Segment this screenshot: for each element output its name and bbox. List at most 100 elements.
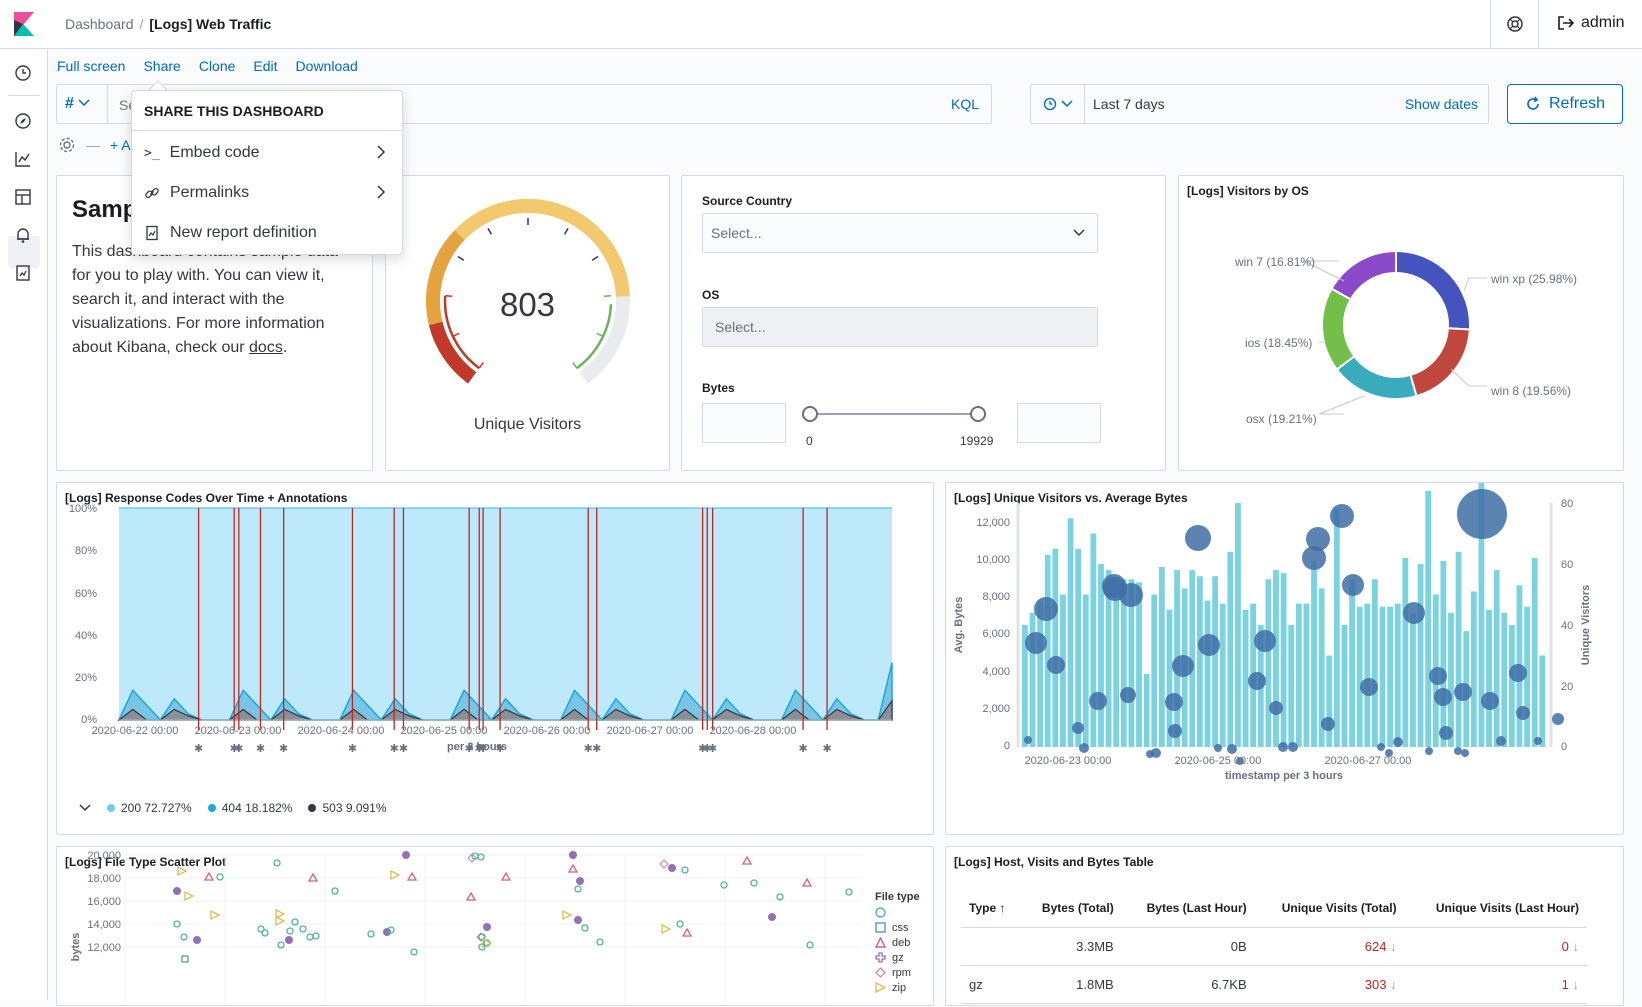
legend-item-200[interactable]: 200 72.727% xyxy=(107,801,192,815)
refresh-button[interactable]: Refresh xyxy=(1507,84,1623,124)
scatter-point xyxy=(582,925,588,931)
bar xyxy=(1068,518,1074,747)
y-left-tick: 0 xyxy=(1004,740,1010,752)
unique-total-value: 303 xyxy=(1365,977,1387,992)
pie-label-win7: win 7 (16.81%) xyxy=(1235,255,1315,269)
scatter-point xyxy=(1429,667,1447,685)
donut-slice xyxy=(1337,356,1417,399)
scatter-point xyxy=(276,910,284,918)
legend-item-zip[interactable]: zip xyxy=(875,980,920,995)
y-right-tick: 0 xyxy=(1561,741,1567,753)
logout-icon xyxy=(1557,15,1575,31)
gauge-label: Unique Visitors xyxy=(386,416,669,434)
scatter-point xyxy=(669,865,676,872)
hash-icon: # xyxy=(65,95,74,112)
col-unique-total[interactable]: Unique Visits (Total) xyxy=(1255,889,1405,928)
source-country-select[interactable]: Select... xyxy=(702,213,1098,253)
bar xyxy=(1372,579,1378,747)
bytes-min-input[interactable] xyxy=(702,403,786,443)
legend-collapse-icon[interactable] xyxy=(79,803,91,813)
docs-link[interactable]: docs xyxy=(249,339,283,356)
filter-divider: — xyxy=(86,137,100,153)
scatter-point xyxy=(1454,683,1472,701)
dashboard-icon[interactable] xyxy=(13,187,33,207)
col-bytes-last-hour[interactable]: Bytes (Last Hour) xyxy=(1122,889,1255,928)
menu-item-new-report[interactable]: New report definition xyxy=(132,213,402,253)
scatter-point xyxy=(1321,717,1335,731)
os-select[interactable]: Select... xyxy=(702,307,1098,347)
date-range-text[interactable]: Last 7 days xyxy=(1093,96,1165,112)
arrow-down-icon: ↓ xyxy=(1390,939,1397,954)
bytes-max-thumb[interactable] xyxy=(970,406,986,422)
edit-link[interactable]: Edit xyxy=(253,58,277,74)
recent-clock-icon[interactable] xyxy=(13,63,33,83)
pie-label-osx: osx (19.21%) xyxy=(1246,412,1317,426)
menu-item-label: Permalinks xyxy=(170,184,249,202)
cell-bytes-total: 3.3MB xyxy=(1021,928,1122,966)
legend-item-css[interactable]: css xyxy=(875,920,920,935)
visualize-chart-icon[interactable] xyxy=(13,149,33,169)
bytes-max-input[interactable] xyxy=(1017,403,1101,443)
donut-leader-line xyxy=(1451,369,1487,386)
bar xyxy=(1136,582,1142,747)
show-dates-link[interactable]: Show dates xyxy=(1405,96,1478,112)
download-link[interactable]: Download xyxy=(296,58,358,74)
col-unique-last-hour[interactable]: Unique Visits (Last Hour) xyxy=(1405,889,1587,928)
annotation-marker: ✱ xyxy=(256,743,265,755)
scatter-point xyxy=(1227,744,1237,754)
link-icon xyxy=(144,185,160,201)
console-icon: >_ xyxy=(144,146,160,161)
query-language-switcher[interactable]: # xyxy=(65,95,90,113)
col-bytes-total[interactable]: Bytes (Total) xyxy=(1021,889,1122,928)
kibana-logo[interactable] xyxy=(14,12,34,36)
alerts-bell-icon[interactable] xyxy=(13,225,33,245)
discover-compass-icon[interactable] xyxy=(13,111,33,131)
share-link[interactable]: Share xyxy=(143,58,180,74)
scatter-point xyxy=(181,934,187,940)
scatter-point xyxy=(1393,737,1403,747)
clone-link[interactable]: Clone xyxy=(199,58,236,74)
scatter-point xyxy=(205,873,213,880)
help-icon[interactable] xyxy=(1505,14,1525,34)
scatter-point xyxy=(575,886,581,892)
calendar-clock-icon xyxy=(1043,97,1057,111)
bytes-min-thumb[interactable] xyxy=(802,406,818,422)
gauge-tick xyxy=(592,257,598,261)
legend-item-gz[interactable]: gz xyxy=(875,950,920,965)
scatter-point xyxy=(185,892,193,900)
legend-item-rpm[interactable]: rpm xyxy=(875,965,920,980)
cell-bytes-last-hour: 6.7KB xyxy=(1122,966,1255,1004)
x-tick-label: 2020-06-22 00:00 xyxy=(92,725,179,737)
full-screen-link[interactable]: Full screen xyxy=(57,58,125,74)
gauge-panel: 803 Unique Visitors xyxy=(385,175,670,471)
visitors-os-panel: [Logs] Visitors by OS win xp (25.98%) wi… xyxy=(1178,175,1624,471)
breadcrumb-current: [Logs] Web Traffic xyxy=(149,16,271,32)
scatter-point xyxy=(467,893,475,900)
legend-item-deb[interactable]: deb xyxy=(875,935,920,950)
menu-item-permalinks[interactable]: Permalinks xyxy=(132,173,402,213)
bytes-min-tick: 0 xyxy=(806,434,813,448)
bar xyxy=(1235,503,1241,747)
quick-select-button[interactable] xyxy=(1031,85,1085,123)
legend-item-blank[interactable] xyxy=(875,905,920,920)
scatter-point xyxy=(660,860,668,868)
x-tick-label: 2020-06-24 00:00 xyxy=(298,725,385,737)
y-axis-label: bytes xyxy=(70,933,82,962)
y-tick-label: 60% xyxy=(75,588,97,600)
user-menu[interactable]: admin xyxy=(1557,14,1625,32)
legend-item-503[interactable]: 503 9.091% xyxy=(308,801,386,815)
scatter-point xyxy=(682,867,688,873)
breadcrumb: Dashboard/[Logs] Web Traffic xyxy=(65,16,271,32)
bar xyxy=(1083,595,1089,748)
kql-toggle-button[interactable]: KQL xyxy=(951,96,979,112)
menu-item-embed-code[interactable]: >_ Embed code xyxy=(132,133,402,173)
bar xyxy=(1151,595,1157,748)
donut-leader-line xyxy=(1464,278,1487,291)
legend-item-404[interactable]: 404 18.182% xyxy=(208,801,293,815)
file-type-legend: File type css deb gz rpm zip xyxy=(875,891,920,995)
breadcrumb-dashboard[interactable]: Dashboard xyxy=(65,16,134,32)
col-type[interactable]: Type ↑ xyxy=(961,889,1021,928)
gear-icon[interactable] xyxy=(58,136,76,154)
reporting-icon[interactable] xyxy=(13,263,33,283)
triangle-marker-icon xyxy=(875,937,886,948)
